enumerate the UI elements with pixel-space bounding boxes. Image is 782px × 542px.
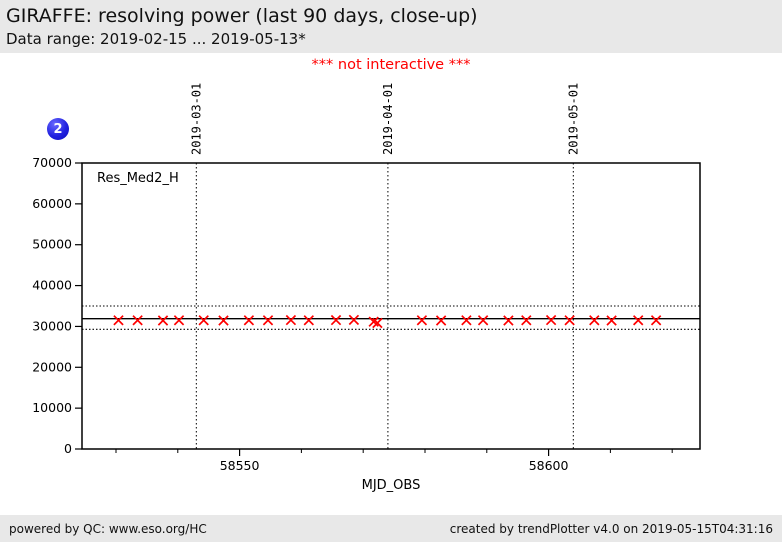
header-band: GIRAFFE: resolving power (last 90 days, … [0,0,782,53]
y-axis-tick-label: 30000 [32,318,72,333]
axes-ticks: 0 10000 20000 30000 40000 50000 60000 70000 5855… [32,155,673,473]
footer-band: powered by QC: www.eso.org/HC created by… [0,515,782,542]
plot-number-badge[interactable]: 2 [47,118,69,140]
x-axis-tick-label: 58600 [529,458,569,473]
y-axis-tick-label: 20000 [32,359,72,374]
data-point-marker [650,315,662,326]
month-gridline-label: 2019-04-01 [381,83,395,155]
data-point-marker [435,315,447,326]
data-point-marker [113,315,124,326]
y-axis-tick-label: 10000 [32,400,72,415]
data-point-marker [589,315,600,326]
month-gridline-label: 2019-05-01 [566,83,580,155]
y-axis-tick-label: 60000 [32,196,72,211]
x-axis-tick-label: 58550 [220,458,260,473]
y-axis-tick-label: 40000 [32,278,72,293]
data-point-marker [303,315,315,326]
data-point-marker [545,314,557,326]
y-axis-tick-label: 0 [64,441,72,456]
data-point-marker [157,315,169,326]
data-point-marker [372,317,383,329]
data-point-marker [348,314,360,326]
month-gridline-label: 2019-03-01 [189,83,203,155]
data-point-marker [198,315,209,326]
not-interactive-notice: *** not interactive *** [311,57,471,73]
data-point-marker [606,315,617,326]
footer-created-by: created by trendPlotter v4.0 on 2019-05-… [449,521,773,536]
series-label: Res_Med2_H [97,171,179,186]
data-point-marker [330,314,342,326]
month-gridlines: 2019-03-01 2019-04-01 2019-05-01 [189,83,580,449]
data-point-marker [132,315,143,326]
footer-powered-by: powered by QC: www.eso.org/HC [9,521,207,536]
data-point-marker [218,315,229,326]
data-point-marker [262,315,274,326]
data-point-marker [503,315,514,326]
reference-lines [82,305,700,330]
x-axis-title: MJD_OBS [362,478,421,493]
data-point-marker [521,315,532,326]
data-point-marker [461,315,472,326]
data-point-marker [632,315,644,326]
data-point-marker [243,315,255,326]
y-axis-tick-label: 50000 [32,237,72,252]
y-axis-tick-label: 70000 [32,155,72,170]
data-point-marker [173,315,185,326]
data-point-marker [564,315,575,326]
data-point-marker [416,315,428,326]
page-title: GIRAFFE: resolving power (last 90 days, … [6,5,478,27]
data-point-markers [113,314,662,329]
data-point-marker [285,314,297,326]
data-point-marker [477,315,489,326]
data-range-subtitle: Data range: 2019-02-15 ... 2019-05-13* [6,30,306,48]
